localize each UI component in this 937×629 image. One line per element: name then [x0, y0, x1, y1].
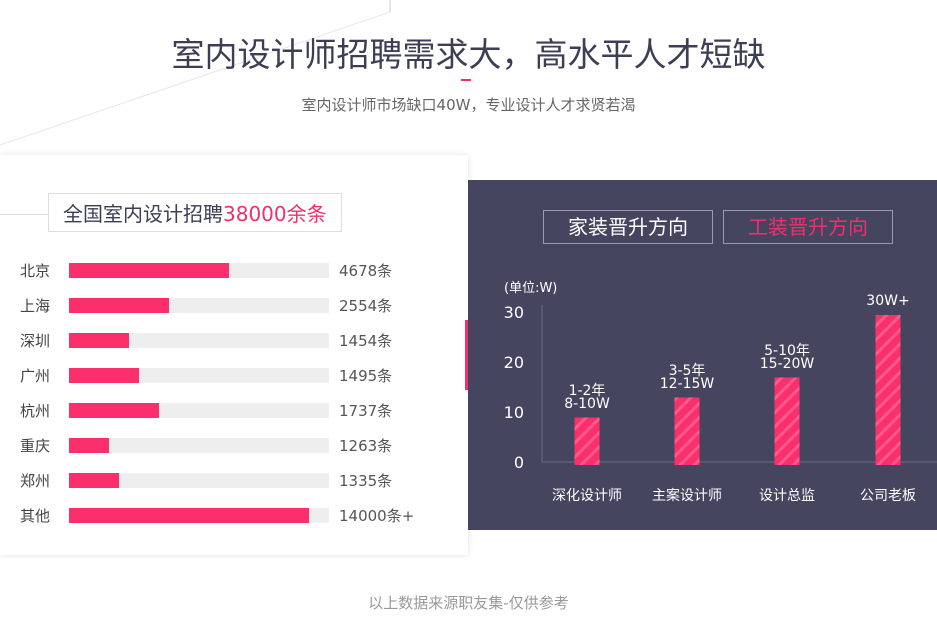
- x-tick: 深化设计师: [552, 488, 622, 504]
- progress-fill: [69, 262, 229, 278]
- bar: [875, 315, 901, 465]
- bar-label: 30W+: [866, 293, 910, 309]
- recruit-title-text: 全国室内设计招聘: [63, 202, 223, 226]
- page-subtitle: 室内设计师市场缺口40W，专业设计人才求贤若渴: [301, 96, 636, 114]
- progress-track: [69, 402, 329, 418]
- progress-fill: [69, 437, 110, 453]
- city-name: 杭州: [20, 401, 51, 420]
- city-row: 杭州 1737条: [20, 400, 392, 420]
- progress-fill: [69, 367, 139, 383]
- city-count: 1737条: [339, 401, 393, 420]
- progress-fill: [69, 402, 159, 418]
- progress-fill: [69, 297, 170, 313]
- city-count: 4678条: [339, 261, 393, 280]
- recruit-title: 全国室内设计招聘38000余条: [48, 193, 342, 232]
- city-row: 上海 2554条: [20, 295, 392, 315]
- bar: [574, 417, 600, 465]
- progress-fill: [69, 332, 130, 348]
- chart-plot: [541, 305, 937, 465]
- y-tick: 30: [503, 303, 524, 322]
- recruit-count: 38000余条: [223, 202, 327, 226]
- city-name: 郑州: [20, 471, 51, 490]
- x-tick: 设计总监: [759, 488, 815, 504]
- progress-track: [69, 472, 329, 488]
- progress-track: [69, 507, 329, 523]
- x-tick: 主案设计师: [652, 488, 722, 504]
- bar-label: 1-2年: [568, 382, 606, 399]
- y-tick: 10: [503, 403, 524, 422]
- career-panel: 家装晋升方向 工装晋升方向 (单位:W) 0 10 20 30 1-2年 8-10W 深化…: [468, 180, 937, 530]
- city-row: 深圳 1454条: [20, 330, 392, 350]
- tab-home-decor[interactable]: 家装晋升方向: [543, 210, 713, 244]
- city-name: 深圳: [20, 331, 51, 350]
- y-axis-unit: (单位:W): [504, 281, 558, 296]
- city-count: 1263条: [339, 436, 393, 455]
- page-title: 室内设计师招聘需求大，高水平人才短缺: [171, 35, 766, 74]
- city-name: 其他: [20, 506, 51, 525]
- city-name: 重庆: [20, 436, 51, 455]
- tab-label: 工装晋升方向: [748, 215, 868, 239]
- progress-track: [69, 367, 329, 383]
- footer-note: 以上数据来源职友集-仅供参考: [368, 594, 569, 612]
- bar-label: 15-20W: [759, 355, 815, 372]
- divider: [0, 214, 48, 215]
- city-count: 1495条: [339, 366, 393, 385]
- bar-label: 3-5年: [668, 362, 706, 379]
- city-row: 广州 1495条: [20, 365, 392, 385]
- city-name: 北京: [20, 261, 51, 280]
- progress-fill: [69, 472, 119, 488]
- city-count: 1454条: [339, 331, 393, 350]
- title-underline: [461, 79, 471, 81]
- bar: [674, 397, 700, 465]
- bar-label: 5-10年: [764, 342, 810, 359]
- city-name: 上海: [20, 296, 51, 315]
- progress-track: [69, 297, 329, 313]
- tab-commercial[interactable]: 工装晋升方向: [723, 210, 893, 244]
- x-tick: 公司老板: [860, 488, 916, 504]
- city-count: 2554条: [339, 296, 393, 315]
- y-tick: 20: [503, 353, 524, 372]
- bar-label: 8-10W: [564, 395, 610, 412]
- progress-track: [69, 262, 329, 278]
- bar: [774, 377, 800, 465]
- progress-track: [69, 437, 329, 453]
- bar-label: 12-15W: [659, 375, 715, 392]
- accent-bar: [465, 320, 470, 390]
- city-row: 郑州 1335条: [20, 470, 392, 490]
- city-name: 广州: [20, 366, 51, 385]
- y-tick: 0: [513, 453, 524, 472]
- tab-label: 家装晋升方向: [568, 215, 688, 239]
- city-row: 其他 14000条+: [20, 505, 414, 525]
- decorative-line: [0, 0, 391, 146]
- progress-fill: [69, 507, 309, 523]
- city-row: 重庆 1263条: [20, 435, 392, 455]
- progress-track: [69, 332, 329, 348]
- city-row: 北京 4678条: [20, 260, 392, 280]
- city-count: 14000条+: [339, 506, 415, 525]
- city-count: 1335条: [339, 471, 393, 490]
